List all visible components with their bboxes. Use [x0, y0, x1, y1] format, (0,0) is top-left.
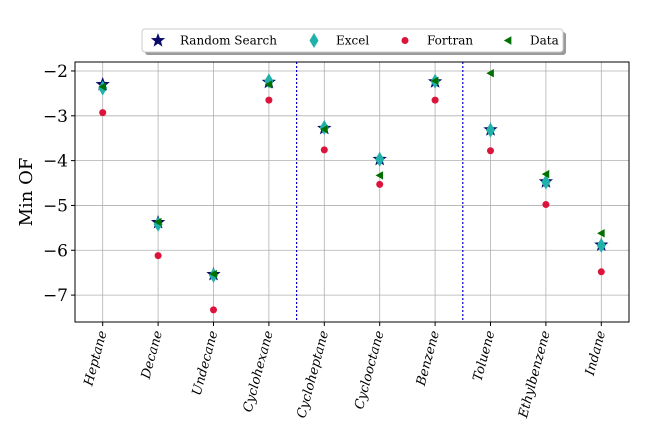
data-point: [264, 80, 273, 89]
fortran-point: [597, 268, 605, 276]
data-point: [98, 82, 107, 91]
y-tick-label: −3: [43, 107, 68, 127]
fortran-point: [210, 306, 217, 314]
x-tick-label: Benzene: [414, 329, 443, 388]
excel-point: [486, 122, 495, 138]
data-point: [375, 171, 384, 180]
y-tick-label: −2: [43, 62, 68, 82]
data-point: [486, 69, 494, 78]
x-tick-label: Cyclohexane: [241, 329, 277, 414]
fortran-point: [431, 96, 439, 104]
data-point: [430, 76, 439, 86]
fortran-point: [99, 109, 107, 117]
data-point: [320, 125, 328, 134]
fortran-point: [154, 252, 162, 260]
plot-frame: [74, 61, 630, 323]
y-tick-label: −7: [43, 286, 68, 306]
fortran-point: [487, 147, 494, 155]
legend-marker-excel: [309, 33, 319, 48]
excel-point: [596, 237, 606, 253]
x-tick-label: Toluene: [470, 329, 498, 383]
excel-point: [375, 151, 385, 167]
data-point: [597, 229, 605, 238]
legend-marker-random-search: [150, 33, 166, 47]
excel-point: [541, 174, 551, 190]
fortran-point: [376, 180, 384, 188]
y-axis-label: Min OF: [16, 158, 37, 227]
fortran-point: [320, 146, 328, 154]
x-tick-label: Cyclooctane: [352, 329, 387, 411]
legend-marker-fortran: [401, 37, 409, 44]
y-tick-label: −6: [43, 241, 68, 261]
x-tick-label: Undecane: [190, 329, 222, 397]
legend-label-random-search: Random Search: [180, 34, 277, 48]
legend: Random Search Excel Fortran Data: [141, 28, 566, 55]
x-axis: Heptane Decane Undecane Cyclohexane Cyclohep…: [81, 322, 609, 421]
group-separators: [296, 62, 464, 322]
legend-box: [141, 28, 564, 53]
x-tick-label: Indane: [583, 329, 610, 378]
legend-label-data: Data: [530, 34, 559, 48]
fortran-point: [542, 201, 550, 209]
legend-label-fortran: Fortran: [427, 34, 473, 48]
grid-lines: [75, 62, 629, 322]
y-tick-label: −4: [43, 152, 68, 172]
x-tick-label: Heptane: [81, 329, 110, 389]
data-point: [541, 169, 550, 179]
x-tick-label: Cycloheptane: [294, 329, 332, 420]
data-point: [153, 217, 162, 227]
y-tick-label: −5: [43, 196, 68, 216]
y-axis: −2 −3 −4 −5 −6 −7: [43, 62, 75, 306]
x-tick-label: Ethylbenzene: [516, 329, 554, 421]
fortran-point: [265, 96, 273, 104]
x-tick-label: Decane: [138, 329, 166, 382]
data-points: [95, 69, 609, 314]
data-point: [209, 269, 217, 279]
legend-label-excel: Excel: [336, 34, 369, 48]
legend-marker-data: [503, 36, 512, 45]
